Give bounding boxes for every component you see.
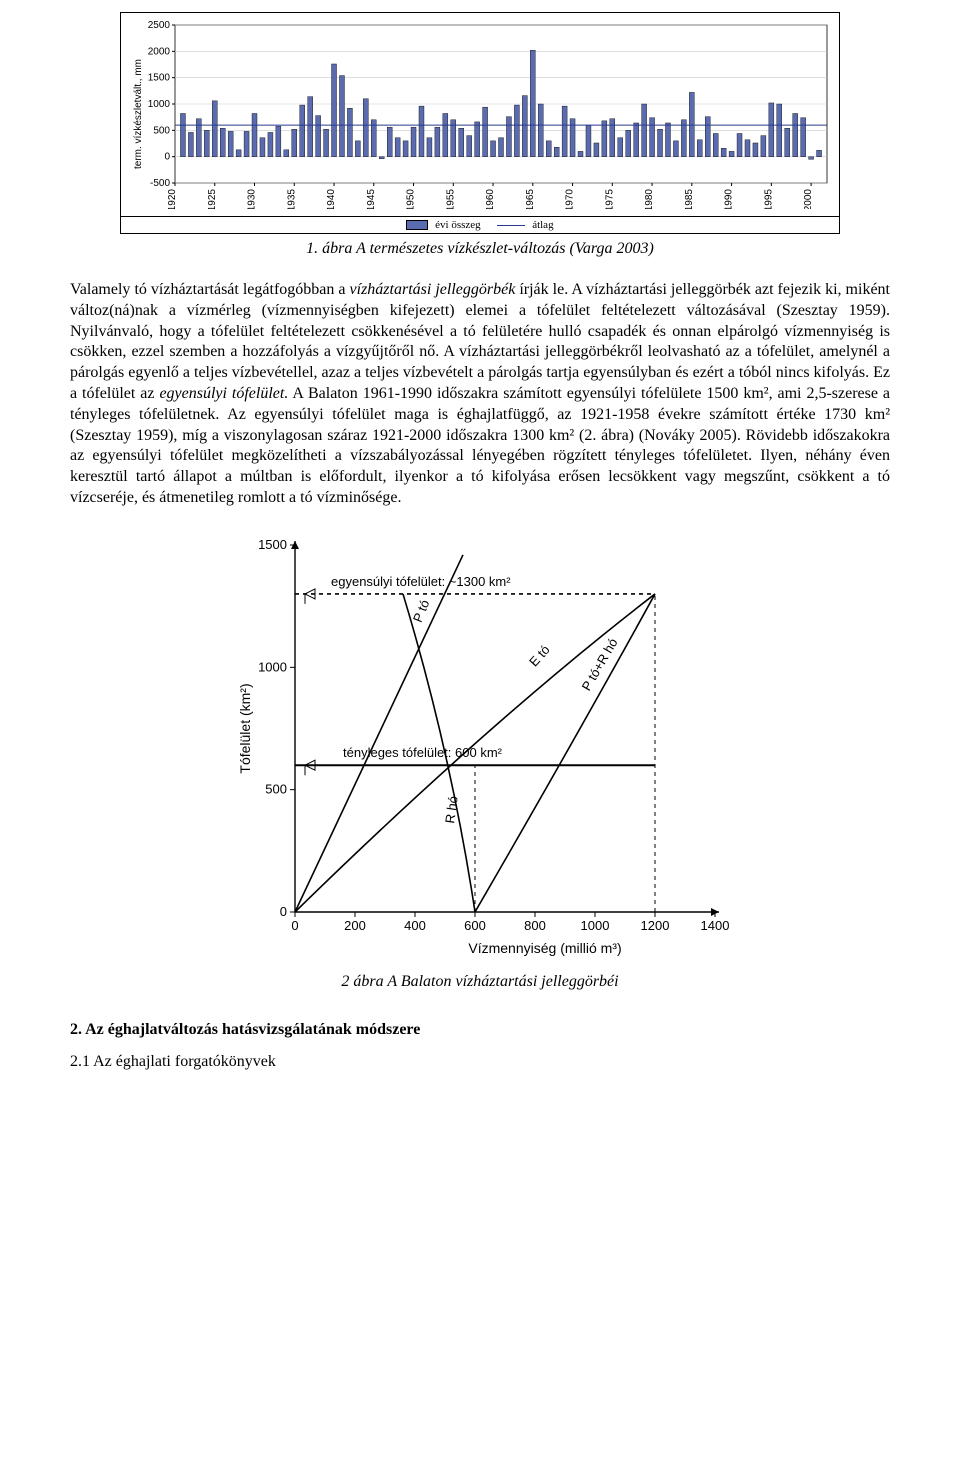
svg-text:1000: 1000 <box>581 918 610 933</box>
svg-text:-500: -500 <box>150 178 170 189</box>
chart1-svg: -500 0 500 1000 1500 2000 2500 1920 1925 1930 1935… <box>129 19 833 209</box>
p1-b: vízháztartási jelleggörbék <box>350 281 516 298</box>
svg-text:2000: 2000 <box>803 189 814 209</box>
p1-c: írják le. A vízháztartási jelleggörbék a… <box>70 281 890 402</box>
p1-e: A Balaton 1961-1990 időszakra számított … <box>70 385 890 506</box>
svg-text:0: 0 <box>164 152 170 163</box>
chart2-container: 0 200 400 600 800 1000 1200 1400 0 500 1000 1500 Víz… <box>220 527 740 967</box>
svg-text:Vízmennyiség (millió m³): Vízmennyiség (millió m³) <box>468 940 621 956</box>
svg-text:1990: 1990 <box>724 189 735 209</box>
svg-text:1200: 1200 <box>641 918 670 933</box>
legend-bar-swatch <box>406 220 428 230</box>
chart1-caption: 1. ábra A természetes vízkészlet-változá… <box>70 240 890 258</box>
chart1-container: -500 0 500 1000 1500 2000 2500 1920 1925 1930 1935… <box>120 12 840 234</box>
svg-text:term. vízkészletvált., mm: term. vízkészletvált., mm <box>133 59 144 169</box>
svg-text:1960: 1960 <box>485 189 496 209</box>
svg-text:1500: 1500 <box>258 537 287 552</box>
svg-text:800: 800 <box>524 918 546 933</box>
svg-text:1975: 1975 <box>604 189 615 209</box>
svg-text:1965: 1965 <box>525 189 536 209</box>
svg-text:2000: 2000 <box>148 46 171 57</box>
svg-text:2500: 2500 <box>148 20 171 31</box>
svg-text:R hó: R hó <box>442 795 461 824</box>
svg-text:1955: 1955 <box>445 189 456 209</box>
svg-text:tényleges tófelület: 600 km²: tényleges tófelület: 600 km² <box>343 745 503 760</box>
svg-text:1935: 1935 <box>286 189 297 209</box>
svg-text:1400: 1400 <box>701 918 730 933</box>
svg-text:500: 500 <box>153 125 170 136</box>
chart2-svg: 0 200 400 600 800 1000 1200 1400 0 500 1000 1500 Víz… <box>230 527 730 967</box>
svg-text:1950: 1950 <box>406 189 417 209</box>
legend-bar-label: évi összeg <box>435 219 481 231</box>
svg-text:1980: 1980 <box>644 189 655 209</box>
svg-text:1000: 1000 <box>148 99 171 110</box>
svg-text:1995: 1995 <box>763 189 774 209</box>
svg-text:P: P <box>230 527 238 530</box>
svg-text:1925: 1925 <box>207 189 218 209</box>
svg-text:1985: 1985 <box>684 189 695 209</box>
p1-a: Valamely tó vízháztartását legátfogóbban… <box>70 281 350 298</box>
svg-text:400: 400 <box>404 918 426 933</box>
svg-text:E tó: E tó <box>526 642 553 669</box>
svg-text:200: 200 <box>344 918 366 933</box>
svg-text:600: 600 <box>464 918 486 933</box>
chart2-caption: 2 ábra A Balaton vízháztartási jelleggör… <box>70 973 890 991</box>
svg-text:1500: 1500 <box>148 73 171 84</box>
chart1-legend: évi összeg átlag <box>120 217 840 234</box>
legend-line-label: átlag <box>532 219 553 231</box>
main-paragraph: Valamely tó vízháztartását legátfogóbban… <box>70 280 890 509</box>
section-heading-2-1: 2.1 Az éghajlati forgatókönyvek <box>70 1053 890 1071</box>
legend-line-swatch <box>497 225 525 226</box>
svg-text:1945: 1945 <box>366 189 377 209</box>
p1-d: egyensúlyi tófelület. <box>159 385 288 402</box>
svg-text:0: 0 <box>291 918 298 933</box>
svg-text:P tó: P tó <box>410 597 432 624</box>
section-heading-2: 2. Az éghajlatváltozás hatásvizsgálatána… <box>70 1021 890 1039</box>
svg-text:1930: 1930 <box>247 189 258 209</box>
svg-text:1970: 1970 <box>565 189 576 209</box>
svg-text:0: 0 <box>280 904 287 919</box>
svg-text:500: 500 <box>265 781 287 796</box>
svg-text:Tófelület (km²): Tófelület (km²) <box>237 683 253 773</box>
chart1: -500 0 500 1000 1500 2000 2500 1920 1925 1930 1935… <box>120 12 840 217</box>
svg-text:egyensúlyi tófelület: ~1300 km: egyensúlyi tófelület: ~1300 km² <box>331 574 511 589</box>
svg-text:1940: 1940 <box>326 189 337 209</box>
svg-text:P tó+R hó: P tó+R hó <box>579 635 621 693</box>
svg-text:1000: 1000 <box>258 659 287 674</box>
svg-text:1920: 1920 <box>167 189 178 209</box>
